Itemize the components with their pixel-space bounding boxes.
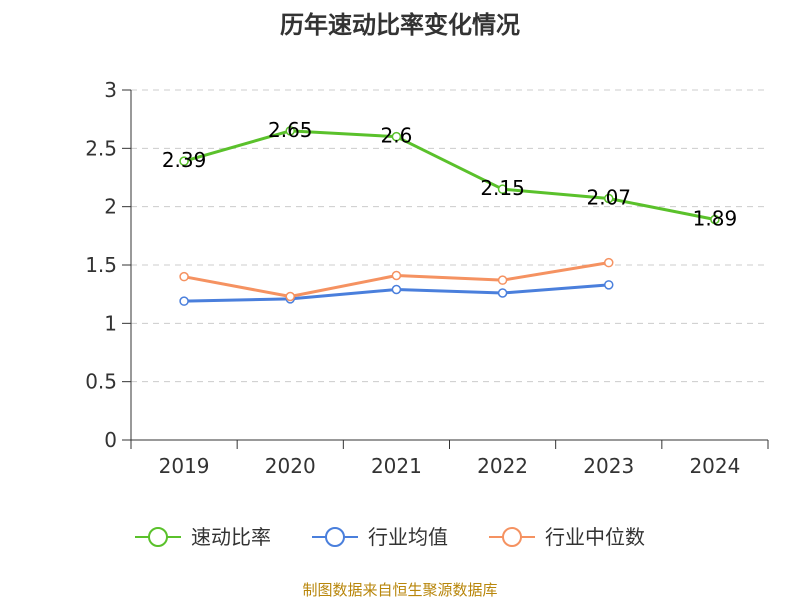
- series-0-point-2019[interactable]: [179, 156, 189, 166]
- x-tick-label-2021: 2021: [371, 454, 422, 478]
- y-tick-label-4: 2: [104, 195, 117, 219]
- source-note: 制图数据来自恒生聚源数据库: [302, 581, 497, 599]
- chart-title: 历年速动比率变化情况: [280, 11, 520, 39]
- series-0-point-2023[interactable]: [604, 193, 614, 204]
- legend-label-2: 行业中位数: [545, 525, 645, 549]
- data-label-2023: 2.07: [586, 186, 631, 210]
- series-0-point-2024[interactable]: [710, 214, 720, 225]
- legend-marker-1: [325, 527, 345, 547]
- legend-label-0: 速动比率: [191, 525, 271, 549]
- data-label-2020: 2.65: [268, 118, 313, 142]
- data-label-2019: 2.39: [162, 148, 207, 172]
- x-tick-label-2022: 2022: [477, 454, 528, 478]
- x-tick-label-2023: 2023: [583, 454, 634, 478]
- legend-marker-2: [502, 527, 522, 547]
- legend-label-1: 行业均值: [368, 525, 448, 549]
- y-tick-label-2: 1: [104, 311, 117, 335]
- data-label-2024: 1.89: [693, 207, 738, 231]
- legend-marker-0: [148, 527, 168, 547]
- series-2-point-2020[interactable]: [285, 291, 295, 302]
- y-tick-label-5: 2.5: [85, 136, 117, 160]
- series-1-point-2019[interactable]: [179, 296, 189, 306]
- series-1-point-2021[interactable]: [391, 284, 402, 295]
- series-1-point-2023[interactable]: [604, 280, 614, 290]
- legend-item-0[interactable]: 速动比率: [135, 525, 271, 549]
- axes: 0 0.5 1 1.5 2 2.5 3 2019 2020 2021 2022 2023 2024: [85, 78, 769, 478]
- series-0-point-2020[interactable]: [285, 126, 295, 136]
- y-tick-label-6: 3: [104, 78, 117, 102]
- series-0-point-2022[interactable]: [497, 184, 508, 194]
- data-labels: 2.39 2.65 2.6 2.15 2.07 1.89: [162, 118, 737, 231]
- series-2-point-2022[interactable]: [497, 275, 508, 285]
- legend-item-2[interactable]: 行业中位数: [489, 525, 645, 549]
- legend[interactable]: 速动比率 行业均值 行业中位数: [135, 525, 645, 549]
- y-tick-label-0: 0: [104, 428, 117, 452]
- series-2-point-2019[interactable]: [179, 271, 189, 282]
- series-layer: [179, 126, 720, 306]
- series-1-point-2022[interactable]: [497, 288, 508, 298]
- series-2-point-2021[interactable]: [391, 270, 402, 281]
- series-2-point-2023[interactable]: [604, 257, 614, 268]
- grid: [131, 89, 768, 383]
- x-tick-label-2020: 2020: [265, 454, 316, 478]
- legend-item-1[interactable]: 行业均值: [312, 525, 448, 549]
- y-tick-label-3: 1.5: [85, 253, 117, 277]
- series-0-point-2021[interactable]: [391, 131, 402, 142]
- x-tick-label-2019: 2019: [159, 454, 210, 478]
- x-tick-label-2024: 2024: [689, 454, 740, 478]
- data-label-2022: 2.15: [480, 176, 525, 200]
- series-line-0: [182, 129, 717, 221]
- y-tick-label-1: 0.5: [85, 370, 117, 394]
- data-label-2021: 2.6: [381, 124, 413, 148]
